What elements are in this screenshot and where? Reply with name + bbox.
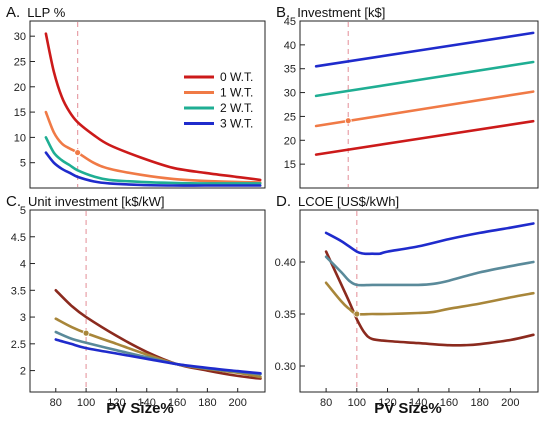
- series-line-3: [324, 255, 535, 287]
- y-tick-label: 25: [284, 111, 296, 123]
- panel-title-text: LCOE [US$/kWh]: [298, 194, 399, 209]
- panel-title: D. LCOE [US$/kWh]: [276, 193, 399, 210]
- x-tick-label: 180: [198, 397, 216, 409]
- panel-1: A. LLP % 5 10 15 20 25 30 0 W.T. 1 W.T.2 W.T. 3 W.…: [6, 4, 266, 189]
- y-tick-label: 30: [14, 31, 26, 43]
- panel-letter: A.: [6, 4, 20, 21]
- y-tick-label: 40: [284, 40, 296, 52]
- series-line-4: [44, 151, 262, 187]
- highlight-marker: [74, 149, 82, 156]
- x-tick-label: 180: [470, 397, 488, 409]
- plot-frame: [299, 209, 539, 393]
- x-tick-label: 80: [320, 397, 332, 409]
- panel-letter: D.: [276, 193, 291, 210]
- y-tick-label: 20: [14, 82, 26, 94]
- y-tick-label: 15: [284, 159, 296, 171]
- x-tick-label: 200: [501, 397, 519, 409]
- panel-title: B. Investment [k$]: [276, 4, 385, 21]
- series-line-1: [324, 250, 535, 347]
- series-line-4: [314, 31, 535, 68]
- y-tick-label: 0.40: [275, 257, 296, 269]
- plot-frame: [299, 20, 539, 189]
- x-tick-label: 120: [378, 397, 396, 409]
- y-tick-label: 5: [20, 158, 26, 170]
- x-tick-label: 200: [229, 397, 247, 409]
- series-line-1: [54, 289, 262, 380]
- y-tick-label: 2: [20, 366, 26, 378]
- series-line-1: [44, 32, 262, 182]
- y-tick-label: 4: [20, 259, 26, 271]
- y-tick-label: 25: [14, 56, 26, 68]
- x-tick-label: 100: [348, 397, 366, 409]
- series-line-2: [324, 281, 535, 316]
- x-tick-label: 80: [50, 397, 62, 409]
- legend-label: 2 W.T.: [220, 101, 253, 115]
- y-tick-label: 45: [284, 16, 296, 28]
- panel-title: C. Unit investment [k$/kW]: [6, 193, 165, 210]
- x-axis-label-left: PV Size%: [106, 400, 174, 417]
- y-tick-label: 10: [14, 132, 26, 144]
- legend: 0 W.T. 1 W.T.2 W.T. 3 W.T.: [184, 70, 253, 131]
- series-line-3: [314, 60, 535, 98]
- y-tick-label: 35: [284, 64, 296, 76]
- y-tick-label: 0.30: [275, 361, 296, 373]
- y-tick-label: 30: [284, 88, 296, 100]
- panel-letter: C.: [6, 193, 21, 210]
- panel-2: B. Investment [k$] 15 20 25 30 35 40 45: [276, 4, 539, 189]
- y-tick-label: 5: [20, 205, 26, 217]
- legend-label: 1 W.T.: [220, 86, 253, 100]
- plot-frame: [29, 209, 266, 393]
- panel-title-text: Investment [k$]: [297, 5, 385, 20]
- x-tick-label: 100: [77, 397, 95, 409]
- series-line-1: [314, 119, 535, 156]
- x-tick-label: 160: [440, 397, 458, 409]
- series-line-4: [54, 338, 262, 375]
- panel-letter: B.: [276, 4, 290, 21]
- legend-label: 3 W.T.: [220, 117, 253, 131]
- y-tick-label: 4.5: [11, 232, 26, 244]
- x-tick-label: 120: [107, 397, 125, 409]
- highlight-marker: [353, 310, 361, 318]
- x-tick-label: 140: [138, 397, 156, 409]
- legend-label: 0 W.T.: [220, 70, 253, 84]
- series-line-3: [44, 136, 262, 185]
- series-line-2: [44, 110, 262, 184]
- x-axis-label-right: PV Size%: [374, 400, 442, 417]
- series-line-2: [314, 90, 535, 128]
- x-tick-label: 140: [409, 397, 427, 409]
- panel-title-text: Unit investment [k$/kW]: [28, 194, 165, 209]
- panel-title-text: LLP %: [27, 5, 66, 20]
- y-tick-label: 2.5: [11, 339, 26, 351]
- y-tick-label: 3.5: [11, 285, 26, 297]
- panel-3: C. Unit investment [k$/kW] 2 2.5 3 3.5 4 4.5 5 80…: [6, 193, 266, 409]
- highlight-marker: [344, 117, 352, 125]
- highlight-marker: [82, 329, 90, 337]
- panel-title: A. LLP %: [6, 4, 66, 21]
- series-line-4: [324, 222, 535, 256]
- y-tick-label: 0.35: [275, 309, 296, 321]
- y-tick-label: 15: [14, 107, 26, 119]
- x-tick-label: 160: [168, 397, 186, 409]
- plot-frame: [29, 20, 266, 189]
- y-tick-label: 20: [284, 135, 296, 147]
- panel-4: D. LCOE [US$/kWh] 0.30 0.35 0.40 80 100 120 140 1…: [275, 193, 539, 409]
- y-tick-label: 3: [20, 312, 26, 324]
